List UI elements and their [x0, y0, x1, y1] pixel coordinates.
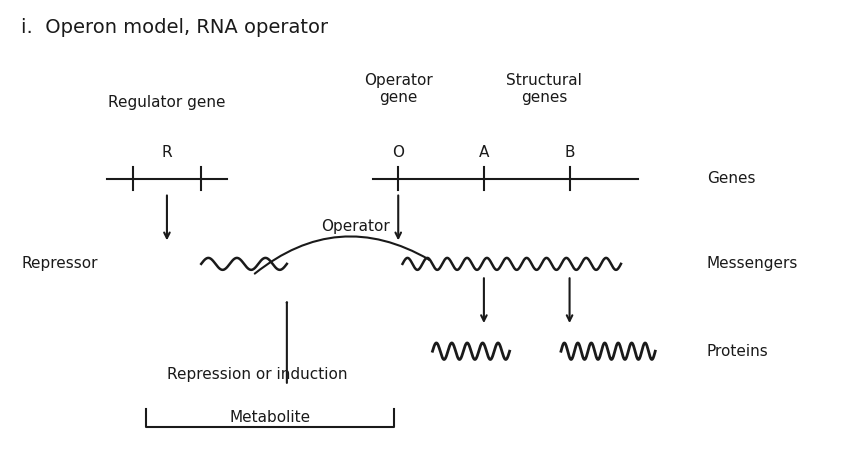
Text: Repressor: Repressor: [22, 256, 98, 271]
Text: Proteins: Proteins: [707, 344, 768, 358]
Text: Operator: Operator: [321, 219, 389, 234]
Text: i.  Operon model, RNA operator: i. Operon model, RNA operator: [22, 18, 329, 37]
Text: Repression or induction: Repression or induction: [167, 367, 347, 382]
Text: Operator
gene: Operator gene: [364, 73, 432, 105]
Text: O: O: [392, 146, 404, 161]
Text: A: A: [478, 146, 489, 161]
Text: Structural
genes: Structural genes: [506, 73, 582, 105]
Text: Genes: Genes: [707, 171, 755, 186]
Text: Metabolite: Metabolite: [229, 410, 311, 425]
Text: B: B: [564, 146, 575, 161]
FancyArrowPatch shape: [255, 236, 429, 274]
Text: Regulator gene: Regulator gene: [108, 95, 226, 110]
Text: Messengers: Messengers: [707, 256, 798, 271]
Text: R: R: [162, 146, 172, 161]
